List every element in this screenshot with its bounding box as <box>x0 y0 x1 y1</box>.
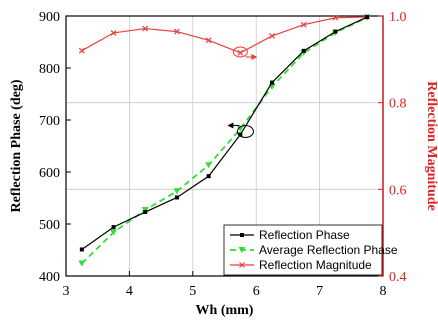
reflection-magnitude-series <box>78 13 371 56</box>
reflection-magnitude-point <box>205 37 212 44</box>
y-tick-label: 600 <box>39 166 60 181</box>
reflection-phase-point <box>143 210 148 215</box>
y2-tick-label: 0.4 <box>389 270 407 285</box>
y2-tick-label: 0.8 <box>389 97 407 112</box>
reflection-magnitude-point <box>78 47 85 54</box>
reflection-magnitude-point <box>110 29 117 36</box>
x-tick-label: 4 <box>126 284 133 299</box>
phase-callout-arrow-head <box>227 122 234 129</box>
reflection-phase-point <box>270 80 275 85</box>
legend-label-reflection-phase: Reflection Phase <box>259 228 350 242</box>
axis-ticks: 3 4 5 6 7 8 400 500 600 700 800 900 0.4 0.6 0.8 1.0 <box>39 10 407 299</box>
series-layer <box>78 13 371 267</box>
y-tick-label: 900 <box>39 10 60 25</box>
average-reflection-phase-point <box>236 125 244 132</box>
reflection-phase-line <box>81 16 368 250</box>
reflection-magnitude-line <box>81 16 368 54</box>
legend: Reflection Phase Average Reflection Phas… <box>223 224 398 276</box>
reflection-magnitude-point <box>142 25 149 32</box>
y2-tick-label: 0.6 <box>389 183 407 198</box>
y-axis-title: Reflection Phase (deg) <box>9 79 24 212</box>
reflection-phase-point <box>238 132 243 137</box>
x-axis-title: Wh (mm) <box>196 303 254 318</box>
reflection-phase-point <box>79 247 84 252</box>
x-tick-label: 7 <box>316 284 323 299</box>
legend-swatches <box>230 233 254 268</box>
average-reflection-phase-point <box>78 260 86 267</box>
x-tick-label: 8 <box>380 284 387 299</box>
x-tick-label: 6 <box>253 284 260 299</box>
legend-label-reflection-magnitude: Reflection Magnitude <box>259 258 372 272</box>
magnitude-callout-ellipse <box>232 46 248 58</box>
y-tick-label: 800 <box>39 62 60 77</box>
reflection-magnitude-point <box>174 28 180 35</box>
reflection-magnitude-point <box>332 14 339 21</box>
annotations <box>227 46 258 138</box>
reflection-phase-point <box>174 195 179 200</box>
average-reflection-phase-point <box>141 206 149 213</box>
reflection-phase-point <box>301 48 306 53</box>
y2-tick-label: 1.0 <box>389 10 407 25</box>
reflection-phase-series <box>79 15 370 252</box>
legend-marker-average-reflection-phase <box>238 247 246 253</box>
legend-label-average-reflection-phase: Average Reflection Phase <box>259 243 398 257</box>
reflection-phase-point <box>206 174 211 179</box>
magnitude-callout-arrow-head <box>251 53 258 60</box>
y-tick-label: 500 <box>39 218 60 233</box>
grid-lines <box>66 16 383 276</box>
average-reflection-phase-point <box>173 188 181 195</box>
phase-callout-ellipse <box>236 124 254 138</box>
average-reflection-phase-point <box>110 229 118 236</box>
y2-axis-title: Reflection Magnitude <box>424 81 438 210</box>
reflection-phase-point <box>111 225 116 230</box>
x-tick-label: 5 <box>189 284 196 299</box>
y-tick-label: 700 <box>39 114 60 129</box>
legend-marker-reflection-magnitude <box>239 262 245 268</box>
average-reflection-phase-point <box>205 162 213 169</box>
average-reflection-phase-line <box>81 16 368 265</box>
reflection-phase-point <box>365 15 370 20</box>
reflection-phase-point <box>333 29 338 34</box>
reflection-magnitude-point <box>269 33 275 39</box>
legend-marker-reflection-phase <box>240 233 244 237</box>
y-tick-label: 400 <box>39 270 60 285</box>
reflection-magnitude-point <box>237 49 244 56</box>
reflection-magnitude-point <box>300 21 307 28</box>
x-tick-label: 3 <box>63 284 70 299</box>
